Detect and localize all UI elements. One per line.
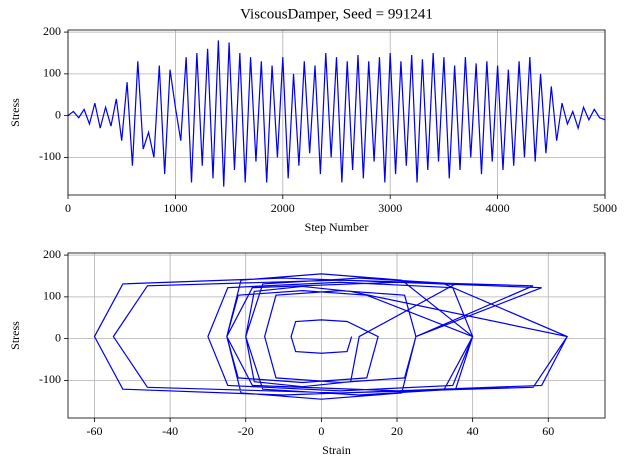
x-axis-label: Strain <box>322 443 351 457</box>
chart-title: ViscousDamper, Seed = 991241 <box>240 6 433 22</box>
y-tick-label: -100 <box>39 149 61 163</box>
y-tick-label: 200 <box>43 247 61 261</box>
x-tick-label: -60 <box>86 424 102 438</box>
data-line <box>68 40 605 187</box>
x-tick-label: -20 <box>238 424 254 438</box>
plot-frame <box>67 29 606 196</box>
x-tick-label: 60 <box>542 424 554 438</box>
x-tick-label: 40 <box>467 424 479 438</box>
x-tick-label: 2000 <box>271 201 295 215</box>
y-tick-label: -100 <box>39 372 61 386</box>
x-tick-label: 3000 <box>378 201 402 215</box>
y-tick-label: 0 <box>55 107 61 121</box>
x-tick-label: 1000 <box>163 201 187 215</box>
y-tick-label: 100 <box>43 289 61 303</box>
y-tick-label: 100 <box>43 66 61 80</box>
y-tick-label: 200 <box>43 24 61 38</box>
y-axis-label: Stress <box>8 321 22 350</box>
x-tick-label: 4000 <box>486 201 510 215</box>
plot-frame <box>67 252 606 419</box>
y-tick-label: 0 <box>55 330 61 344</box>
x-tick-label: -40 <box>162 424 178 438</box>
x-tick-label: 0 <box>318 424 324 438</box>
x-tick-label: 0 <box>65 201 71 215</box>
x-tick-label: 20 <box>391 424 403 438</box>
y-axis-label: Stress <box>8 98 22 127</box>
data-line <box>93 273 569 400</box>
x-axis-label: Step Number <box>305 220 369 234</box>
x-tick-label: 5000 <box>593 201 617 215</box>
